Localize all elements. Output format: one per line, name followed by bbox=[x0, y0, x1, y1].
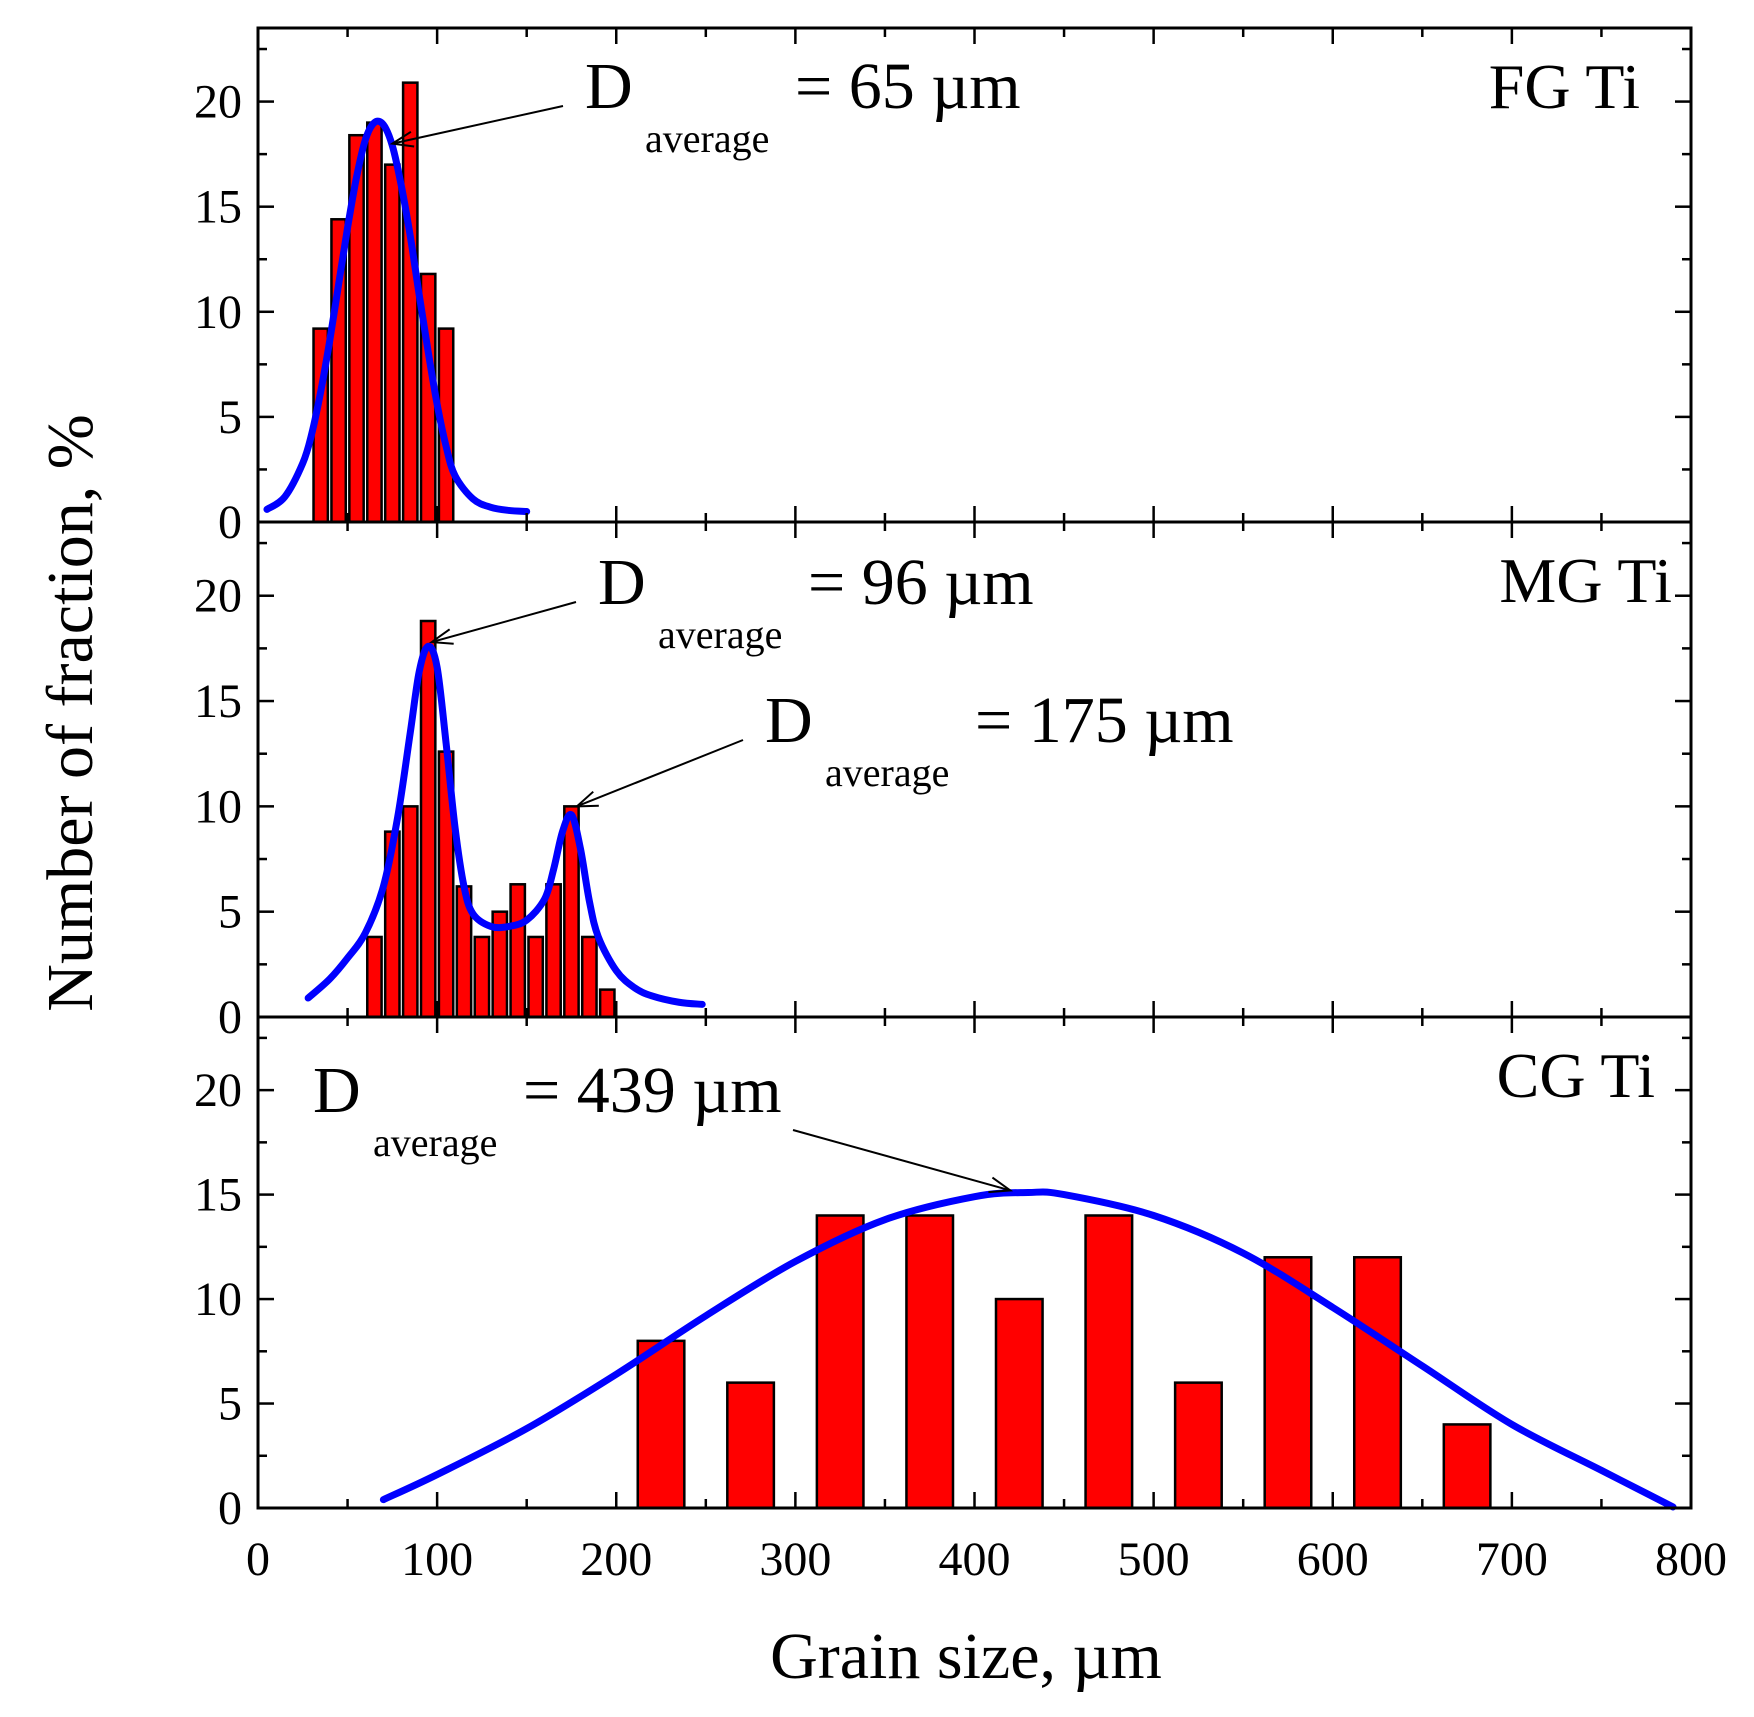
annotation-subscript: average bbox=[658, 612, 782, 657]
annotation-arrow-head bbox=[574, 790, 599, 808]
bar-1-6 bbox=[473, 935, 491, 1019]
x-tick-label-8: 800 bbox=[1655, 1533, 1727, 1586]
annotation-subscript: average bbox=[373, 1120, 497, 1165]
bar-1-12 bbox=[580, 935, 598, 1019]
x-tick-label-5: 500 bbox=[1118, 1533, 1190, 1586]
bar-2-9 bbox=[1442, 1423, 1492, 1510]
annotation-subscript: average bbox=[645, 116, 769, 161]
x-tick-label-7: 700 bbox=[1476, 1533, 1548, 1586]
y-tick-label-0-3: 15 bbox=[194, 181, 242, 234]
annotation-arrow-line bbox=[576, 739, 744, 808]
bar-1-0 bbox=[366, 935, 383, 1019]
bar-1-13 bbox=[598, 988, 616, 1019]
bar-1-2 bbox=[401, 805, 419, 1019]
bar-0-4 bbox=[383, 163, 401, 524]
x-tick-label-6: 600 bbox=[1297, 1533, 1369, 1586]
x-tick-label-3: 300 bbox=[759, 1533, 831, 1586]
panel-label-0: FG Ti bbox=[1489, 51, 1640, 122]
bar-2-8 bbox=[1352, 1256, 1403, 1510]
bar-2-3 bbox=[905, 1214, 955, 1510]
annotation-arrow-head bbox=[428, 628, 454, 645]
panel-label-1: MG Ti bbox=[1499, 545, 1672, 616]
bar-2-1 bbox=[726, 1381, 776, 1510]
annotation-arrow-head bbox=[389, 130, 415, 148]
y-tick-label-0-2: 10 bbox=[194, 286, 242, 339]
y-tick-label-2-1: 5 bbox=[218, 1378, 242, 1431]
y-tick-label-0-0: 0 bbox=[218, 496, 242, 549]
x-axis: 0 100 200 300 400 500 600 700 800 bbox=[246, 1533, 1727, 1586]
annotation-arrow-line bbox=[431, 601, 577, 644]
annotation-value: = 65 µm bbox=[795, 50, 1021, 123]
annotation-symbol: D bbox=[585, 50, 633, 123]
annotation-value: = 175 µm bbox=[975, 684, 1234, 757]
y-tick-label-2-3: 15 bbox=[194, 1169, 242, 1222]
annotation-symbol: D bbox=[598, 546, 646, 619]
annotation-arrow-line bbox=[392, 105, 564, 145]
y-tick-label-1-1: 5 bbox=[218, 886, 242, 939]
annotation-subscript: average bbox=[825, 750, 949, 795]
annotation-symbol: D bbox=[765, 684, 813, 757]
annotation-arrow-line bbox=[792, 1129, 1011, 1192]
y-tick-label-1-3: 15 bbox=[194, 675, 242, 728]
x-tick-label-1: 100 bbox=[401, 1533, 473, 1586]
x-axis-title: Grain size, µm bbox=[770, 1620, 1162, 1693]
bar-2-4 bbox=[994, 1297, 1044, 1510]
bar-1-9 bbox=[527, 935, 545, 1019]
bar-1-8 bbox=[509, 883, 527, 1019]
y-tick-label-2-2: 10 bbox=[194, 1273, 242, 1326]
y-axis-title: Number of fraction, % bbox=[34, 414, 107, 1011]
x-tick-label-0: 0 bbox=[246, 1533, 270, 1586]
fit-curve-0 bbox=[263, 117, 531, 515]
bar-2-2 bbox=[815, 1214, 865, 1510]
bar-2-0 bbox=[636, 1339, 686, 1510]
y-tick-label-0-4: 20 bbox=[194, 76, 242, 129]
panel-label-2: CG Ti bbox=[1497, 1040, 1655, 1111]
y-tick-label-2-0: 0 bbox=[218, 1482, 242, 1535]
bar-2-5 bbox=[1084, 1214, 1134, 1510]
x-tick-label-4: 400 bbox=[939, 1533, 1011, 1586]
annotation-value: = 96 µm bbox=[808, 546, 1034, 619]
bar-2-6 bbox=[1173, 1381, 1223, 1510]
annotation-arrow-head bbox=[988, 1176, 1014, 1194]
bar-1-3 bbox=[419, 619, 437, 1019]
y-tick-label-2-4: 20 bbox=[194, 1064, 242, 1117]
annotation-symbol: D bbox=[313, 1054, 361, 1127]
bar-1-10 bbox=[545, 883, 562, 1019]
y-tick-label-0-1: 5 bbox=[218, 391, 242, 444]
fit-curve-2 bbox=[379, 1188, 1677, 1511]
bar-0-5 bbox=[401, 81, 419, 524]
x-tick-label-2: 200 bbox=[580, 1533, 652, 1586]
y-tick-label-1-0: 0 bbox=[218, 991, 242, 1044]
y-tick-label-1-4: 20 bbox=[194, 570, 242, 623]
y-tick-label-1-2: 10 bbox=[194, 780, 242, 833]
bar-2-7 bbox=[1263, 1256, 1313, 1510]
annotation-value: = 439 µm bbox=[523, 1054, 782, 1127]
bar-0-3 bbox=[366, 121, 383, 524]
fit-curve-1 bbox=[304, 642, 706, 1008]
